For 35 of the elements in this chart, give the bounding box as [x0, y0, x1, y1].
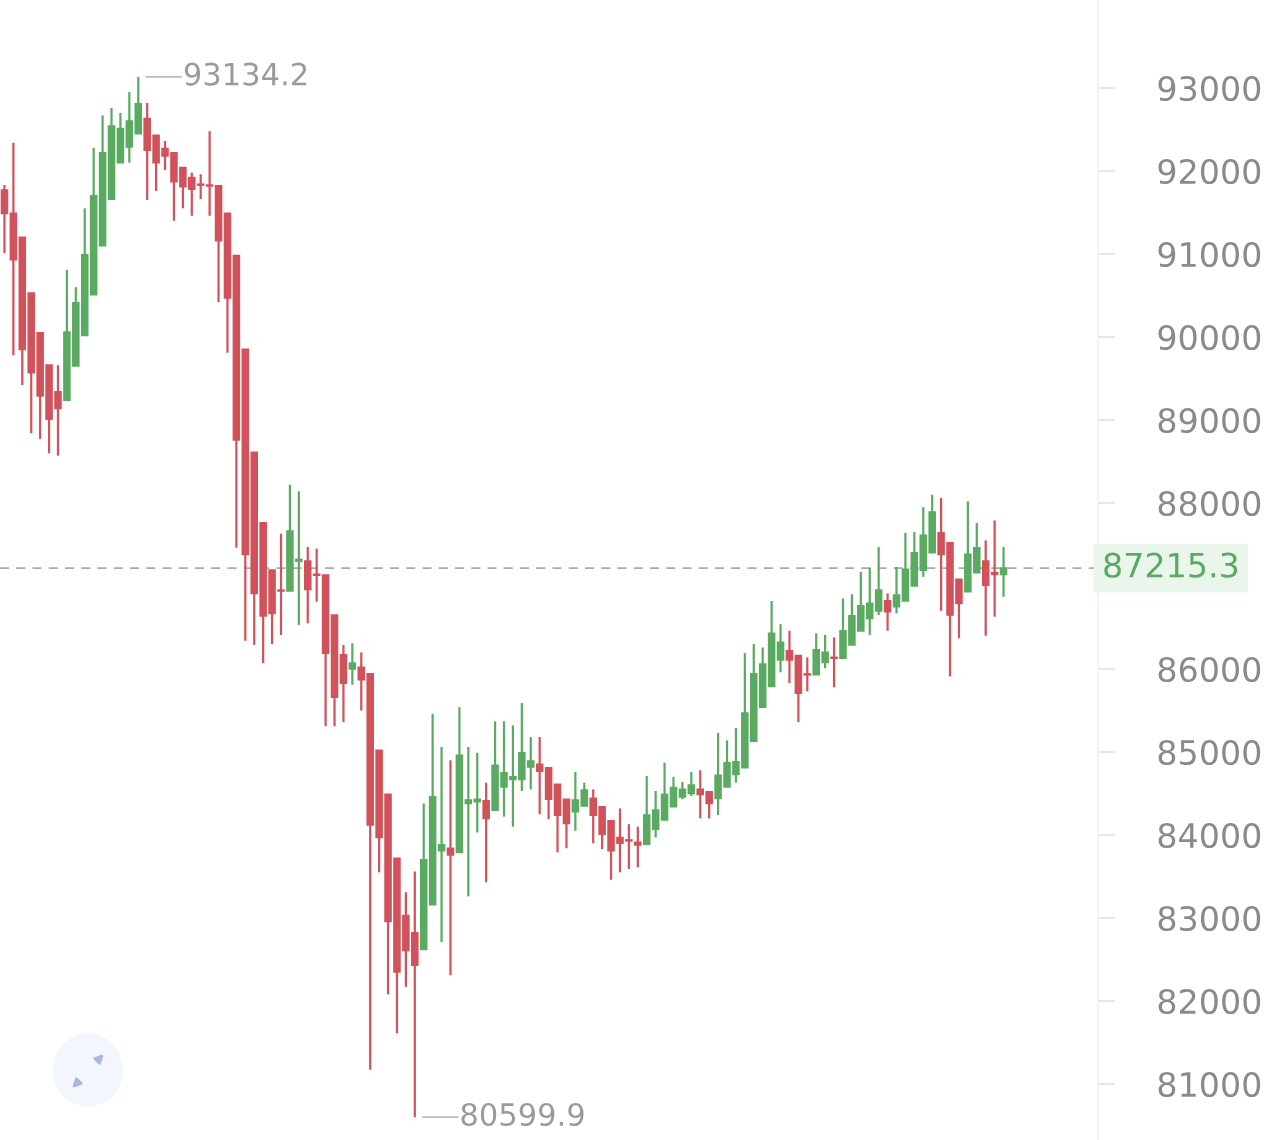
candlestick	[205, 130, 214, 217]
candlestick	[571, 770, 580, 832]
candlestick	[883, 592, 892, 632]
candlestick	[990, 519, 999, 618]
y-tick-label: 85000	[1158, 739, 1261, 766]
y-tick-label: 84000	[1158, 822, 1261, 849]
y-tick-label: 86000	[1158, 656, 1261, 683]
candlestick	[0, 183, 9, 255]
candlestick	[803, 656, 812, 693]
y-tick-label: 92000	[1158, 158, 1261, 185]
ref-line-label: 87215.3	[1104, 552, 1238, 578]
candlestick	[348, 642, 357, 686]
candlestick	[785, 629, 794, 685]
y-tick-label: 83000	[1158, 905, 1261, 932]
annotation: 80599.9	[461, 1102, 584, 1127]
y-tick-label: 91000	[1158, 241, 1261, 268]
candlestick	[482, 781, 490, 884]
candlestick	[634, 825, 642, 869]
annotation: 93134.2	[184, 62, 307, 86]
y-tick-label: 81000	[1158, 1071, 1261, 1098]
candlestick	[776, 623, 785, 674]
candlestick	[437, 745, 446, 944]
candlestick	[669, 775, 678, 808]
y-tick-label: 93000	[1158, 75, 1261, 102]
y-tick-label: 89000	[1158, 407, 1261, 434]
candlestick	[999, 545, 1008, 598]
candlestick	[580, 781, 589, 808]
y-tick-label: 88000	[1158, 490, 1261, 517]
candlestick	[687, 770, 696, 798]
candlestick	[892, 565, 901, 615]
candlestick	[830, 636, 838, 689]
y-tick-label: 90000	[1158, 324, 1261, 351]
candlestick	[535, 735, 544, 816]
y-tick-label: 82000	[1158, 988, 1261, 1015]
candlestick	[446, 759, 455, 977]
